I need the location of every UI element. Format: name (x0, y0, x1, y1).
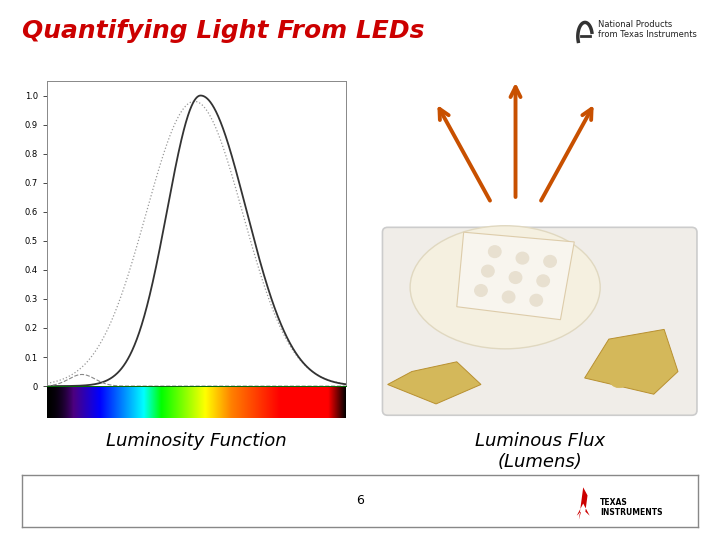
Circle shape (544, 255, 557, 267)
Circle shape (609, 368, 629, 388)
Text: Luminosity Function: Luminosity Function (107, 432, 287, 450)
Circle shape (537, 275, 549, 287)
Text: 6: 6 (356, 494, 364, 508)
Polygon shape (577, 487, 590, 519)
Text: Quantifying Light From LEDs: Quantifying Light From LEDs (22, 19, 424, 43)
Circle shape (489, 246, 501, 258)
FancyBboxPatch shape (382, 227, 697, 415)
Circle shape (503, 291, 515, 303)
Text: National Products
from Texas Instruments: National Products from Texas Instruments (598, 20, 696, 39)
Circle shape (530, 294, 542, 306)
Circle shape (516, 252, 528, 264)
Polygon shape (585, 329, 678, 394)
Polygon shape (387, 362, 481, 404)
Circle shape (474, 285, 487, 296)
Circle shape (509, 272, 522, 284)
Polygon shape (456, 232, 575, 320)
Circle shape (482, 265, 494, 277)
Text: TEXAS
INSTRUMENTS: TEXAS INSTRUMENTS (600, 498, 662, 517)
Ellipse shape (410, 226, 600, 349)
Text: Luminous Flux
(Lumens): Luminous Flux (Lumens) (475, 432, 605, 471)
